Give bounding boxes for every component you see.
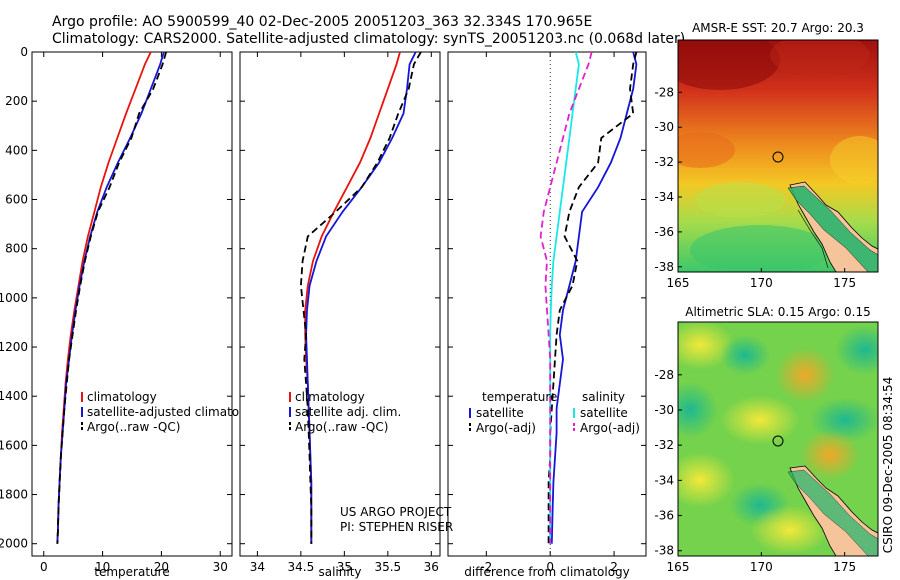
credit-project: US ARGO PROJECT: [340, 505, 452, 519]
salinity-x-tick-label: 36: [424, 560, 439, 574]
sst-map-lon-label: 170: [750, 276, 773, 290]
difference-x-tick-label: 2: [610, 560, 618, 574]
depth-tick-label: 200: [5, 94, 28, 108]
depth-tick-label: 800: [5, 242, 28, 256]
salinity-x-tick-label: 35: [337, 560, 352, 574]
sst-map-field: [678, 40, 878, 272]
salinity-x-tick-label: 34: [250, 560, 265, 574]
sla-map-lat-label: -34: [654, 473, 674, 487]
depth-tick-label: 1800: [0, 488, 28, 502]
depth-tick-label: 1400: [0, 389, 28, 403]
temperature-plot-frame: [31, 51, 233, 557]
temperature-x-axis-label: temperature: [94, 565, 169, 579]
sla-map-title: Altimetric SLA: 0.15 Argo: 0.15: [685, 305, 870, 319]
difference-legend-label: satellite: [476, 406, 524, 420]
sla-map-field: [678, 322, 878, 556]
difference-legend-heading: salinity: [582, 390, 625, 404]
sst-map-lat-label: -32: [654, 155, 674, 169]
salinity-x-tick-label: 35.5: [374, 560, 401, 574]
sst-argo-marker: [772, 151, 784, 163]
sla-map-lat-label: -28: [654, 368, 674, 382]
depth-tick-label: 400: [5, 143, 28, 157]
salinity-legend-label: Argo(..raw -QC): [295, 420, 388, 434]
salinity-x-tick-label: 34.5: [288, 560, 315, 574]
sla-map-lon-label: 170: [750, 560, 773, 574]
header-line-1: Argo profile: AO 5900599_40 02-Dec-2005 …: [52, 14, 592, 30]
difference-x-axis-label: difference from climatology: [464, 565, 630, 579]
depth-tick-label: 600: [5, 193, 28, 207]
difference-legend-heading: temperature: [482, 390, 557, 404]
sla-map-lat-label: -36: [654, 509, 674, 523]
difference-series-satellite: [550, 51, 638, 544]
salinity-legend-label: satellite adj. clim.: [295, 405, 401, 419]
side-timestamp-label: CSIRO 09-Dec-2005 08:34:54: [881, 377, 895, 554]
header-line-2: Climatology: CARS2000. Satellite-adjuste…: [52, 31, 685, 47]
salinity-profile-panel: 34 34.5 35 35.5 36 salinity climatologysatelli…: [239, 51, 441, 579]
depth-tick-label: 1000: [0, 291, 28, 305]
sla-map-lat-label: -30: [654, 403, 674, 417]
sla-map-panel: Altimetric SLA: 0.15 Argo: 0.15 165 170 17…: [654, 305, 879, 574]
salinity-plot-frame: [239, 51, 441, 557]
sla-map-lat-label: -38: [654, 544, 674, 558]
salinity-legend-label: climatology: [295, 390, 365, 404]
temperature-legend-label: climatology: [87, 390, 157, 404]
temperature-legend-label: Argo(..raw -QC): [87, 420, 180, 434]
sla-map-lat-label: -32: [654, 438, 674, 452]
temperature-x-tick-label: 30: [213, 560, 228, 574]
temperature-x-tick-label: 0: [40, 560, 48, 574]
sst-map-lat-label: -38: [654, 260, 674, 274]
temperature-series-argo: [56, 51, 167, 544]
temperature-profile-panel: 0 10 20 30 0 200 400 600 800 1000 1200 1400 1600 1800…: [0, 45, 265, 579]
difference-x-tick-label: -2: [480, 560, 492, 574]
salinity-x-axis-label: salinity: [318, 565, 361, 579]
difference-x-tick-label: 0: [546, 560, 554, 574]
difference-legend-label: Argo(-adj): [476, 421, 536, 435]
sst-map-panel: AMSR-E SST: 20.7 Argo: 20.3 165 170 175 -28…: [654, 21, 879, 290]
temperature-x-tick-label: 10: [95, 560, 110, 574]
depth-tick-label: 1600: [0, 438, 28, 452]
sst-map-title: AMSR-E SST: 20.7 Argo: 20.3: [692, 21, 864, 35]
temperature-legend-label: satellite-adjusted climatology: [87, 405, 265, 419]
difference-legend-label: Argo(-adj): [580, 421, 640, 435]
sst-map-lat-label: -28: [654, 85, 674, 99]
sst-map-lon-label: 175: [833, 276, 856, 290]
credit-pi: PI: STEPHEN RISER: [340, 520, 453, 534]
sst-map-lat-label: -36: [654, 225, 674, 239]
salinity-series-argo: [299, 51, 422, 544]
sst-map-lat-label: -30: [654, 120, 674, 134]
depth-tick-label: 0: [20, 45, 28, 59]
difference-series-sat_salt: [549, 51, 580, 544]
temperature-x-tick-label: 20: [154, 560, 169, 574]
difference-plot-frame: [447, 51, 647, 557]
sla-map-lon-label: 175: [833, 560, 856, 574]
sst-map-lon-label: 165: [667, 276, 690, 290]
sst-map-lat-label: -34: [654, 190, 674, 204]
depth-tick-label: 2000: [0, 537, 28, 551]
sla-argo-marker: [772, 435, 784, 447]
sla-map-lon-label: 165: [667, 560, 690, 574]
depth-tick-label: 1200: [0, 340, 28, 354]
difference-legend-label: satellite: [580, 406, 628, 420]
